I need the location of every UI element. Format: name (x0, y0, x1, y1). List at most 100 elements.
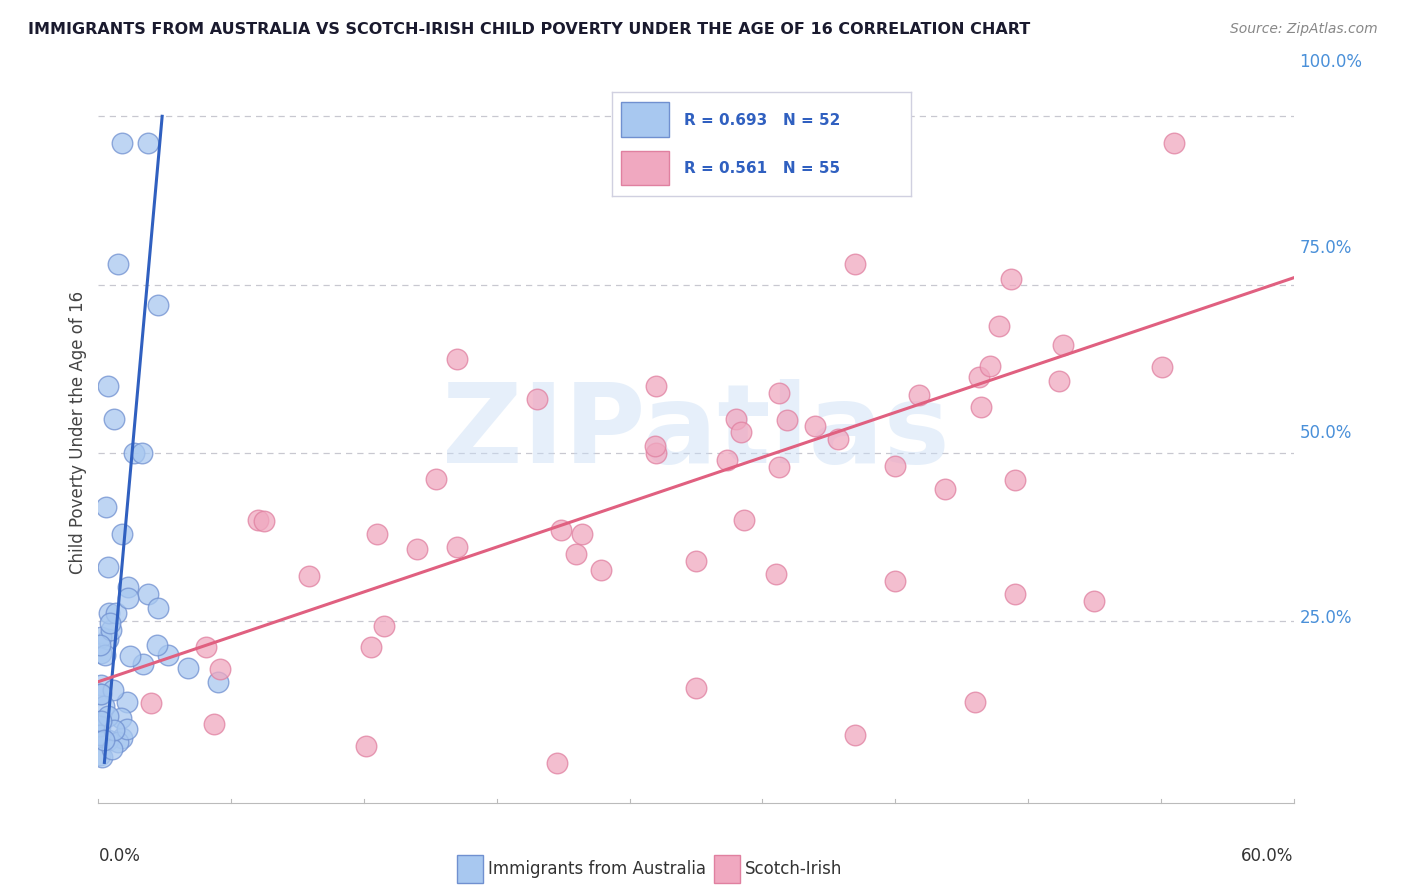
Point (97, 732, 120, 747)
Point (1163, 136, 1185, 151)
Point (970, 400, 993, 414)
Text: ZIPatlas: ZIPatlas (441, 379, 950, 486)
Point (645, 378, 668, 392)
Point (716, 452, 738, 467)
Text: Immigrants from Australia: Immigrants from Australia (488, 860, 706, 878)
Text: 100.0%: 100.0% (1299, 54, 1362, 71)
Point (110, 711, 132, 725)
Point (97, 378, 120, 392)
Point (366, 526, 388, 541)
Bar (714, 855, 740, 883)
Point (589, 564, 612, 578)
Point (89, 688, 111, 702)
Point (208, 662, 231, 676)
Point (146, 638, 169, 652)
Point (844, 257, 866, 271)
Point (93, 699, 115, 714)
Text: 60.0%: 60.0% (1241, 847, 1294, 865)
Point (101, 682, 124, 697)
Point (526, 392, 548, 406)
Point (1052, 338, 1074, 352)
Point (115, 695, 138, 709)
Point (157, 648, 180, 662)
Point (202, 717, 225, 731)
Point (148, 600, 170, 615)
Point (565, 547, 588, 561)
Point (131, 446, 153, 460)
Point (979, 359, 1001, 373)
Point (804, 418, 827, 433)
Point (117, 722, 139, 736)
Text: IMMIGRANTS FROM AUSTRALIA VS SCOTCH-IRISH CHILD POVERTY UNDER THE AGE OF 16 CORR: IMMIGRANTS FROM AUSTRALIA VS SCOTCH-IRIS… (28, 22, 1031, 37)
Point (724, 412, 747, 426)
Point (446, 351, 468, 366)
Point (298, 569, 321, 583)
Point (963, 695, 986, 709)
Point (97, 560, 120, 574)
Point (136, 136, 159, 151)
Point (177, 661, 200, 675)
Point (90, 714, 112, 728)
Point (252, 514, 274, 528)
Point (934, 482, 956, 496)
Point (96, 632, 118, 646)
Point (98, 615, 121, 630)
Point (768, 385, 790, 400)
Point (94, 648, 117, 662)
Point (111, 731, 134, 745)
Point (827, 432, 849, 446)
Point (89, 719, 111, 733)
Point (97, 709, 120, 723)
Point (1083, 594, 1105, 608)
Point (908, 387, 931, 401)
Point (775, 413, 797, 427)
Point (246, 513, 269, 527)
Text: Source: ZipAtlas.com: Source: ZipAtlas.com (1230, 22, 1378, 37)
Point (139, 696, 162, 710)
Point (91, 749, 114, 764)
Point (89, 727, 111, 741)
Bar (457, 855, 484, 883)
Point (105, 606, 128, 620)
Point (884, 574, 907, 588)
Point (107, 257, 129, 271)
Point (446, 540, 468, 554)
Point (90, 687, 112, 701)
Point (98, 606, 121, 620)
Point (644, 439, 666, 453)
Point (685, 681, 707, 696)
Point (131, 657, 153, 671)
Point (103, 412, 125, 426)
Point (730, 425, 752, 440)
Point (89, 748, 111, 763)
Point (967, 369, 990, 384)
Point (90, 646, 112, 660)
Point (768, 459, 790, 474)
Point (136, 587, 159, 601)
Point (90, 630, 112, 644)
Point (844, 729, 866, 743)
Point (107, 735, 129, 749)
Point (100, 623, 122, 637)
Point (117, 591, 139, 606)
Text: 25.0%: 25.0% (1299, 608, 1353, 627)
Text: 75.0%: 75.0% (1299, 238, 1353, 257)
Point (884, 459, 907, 474)
Point (405, 542, 427, 557)
Point (733, 513, 755, 527)
Point (685, 553, 707, 567)
Point (645, 446, 668, 460)
Point (89, 714, 111, 728)
Point (546, 756, 568, 770)
Point (103, 723, 125, 737)
Point (360, 640, 382, 654)
Point (89, 728, 111, 742)
Point (124, 446, 146, 460)
Point (425, 472, 447, 486)
Point (93, 732, 115, 747)
Point (148, 298, 170, 312)
Point (1000, 272, 1022, 286)
Y-axis label: Child Poverty Under the Age of 16: Child Poverty Under the Age of 16 (69, 291, 87, 574)
Point (111, 136, 134, 151)
Point (100, 741, 122, 756)
